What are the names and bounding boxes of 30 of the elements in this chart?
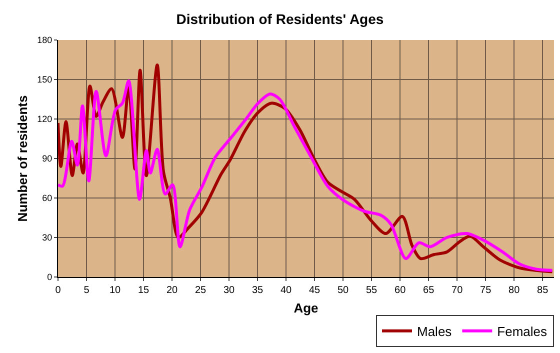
y-tick-label: 30 <box>42 232 52 243</box>
legend-label: Males <box>417 324 452 339</box>
legend-label: Females <box>497 324 548 339</box>
x-tick-label: 5 <box>84 285 90 296</box>
y-axis-title: Number of residents <box>15 95 30 222</box>
x-tick-label: 25 <box>194 285 207 296</box>
x-tick-label: 70 <box>452 285 464 296</box>
x-tick-label: 45 <box>308 285 321 296</box>
y-tick-label: 180 <box>37 35 52 46</box>
x-tick-label: 40 <box>280 285 292 296</box>
x-tick-label: 30 <box>223 285 236 296</box>
y-tick-label: 90 <box>42 154 52 164</box>
y-tick-label: 60 <box>42 193 52 204</box>
x-tick-label: 20 <box>166 285 178 296</box>
x-tick-label: 60 <box>394 285 406 296</box>
y-tick-label: 120 <box>37 114 52 124</box>
x-axis-title: Age <box>294 300 318 316</box>
x-tick-label: 15 <box>138 285 150 296</box>
x-tick-label: 50 <box>337 285 350 296</box>
x-tick-label: 35 <box>252 285 264 296</box>
y-tick-label: 150 <box>37 74 52 85</box>
x-tick-label: 10 <box>109 285 122 296</box>
x-tick-label: 75 <box>480 285 492 296</box>
chart-title: Distribution of Residents' Ages <box>176 10 384 27</box>
y-tick-label: 0 <box>47 272 52 282</box>
x-tick-label: 65 <box>423 285 435 296</box>
x-tick-label: 0 <box>55 285 62 296</box>
x-tick-label: 55 <box>366 285 378 296</box>
x-tick-label: 80 <box>508 285 520 296</box>
x-tick-label: 85 <box>537 285 549 296</box>
